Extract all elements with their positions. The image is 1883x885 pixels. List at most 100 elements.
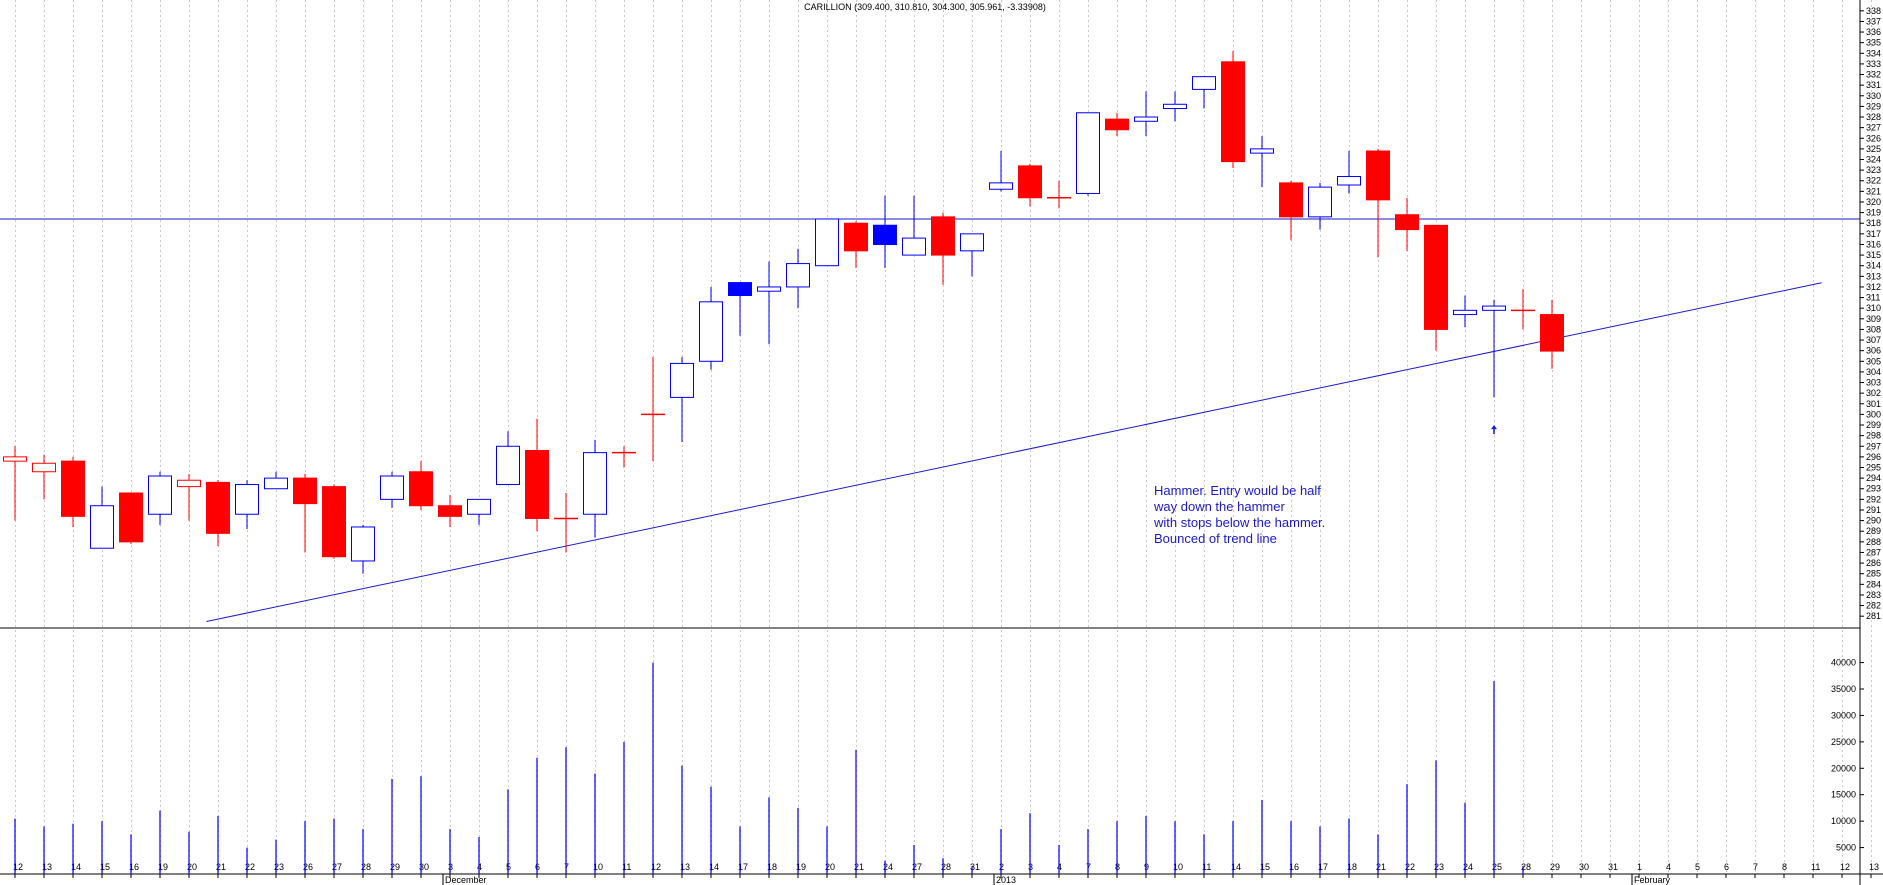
price-tick-label: 292 <box>1866 494 1881 504</box>
date-tick-label: 13 <box>1869 862 1879 872</box>
volume-tick-label: 20000 <box>1831 763 1856 773</box>
price-tick-label: 318 <box>1866 218 1881 228</box>
candle <box>467 498 491 525</box>
date-tick-label: 14 <box>71 862 81 872</box>
candle <box>148 471 172 525</box>
price-tick-label: 317 <box>1866 229 1881 239</box>
date-tick-label: 11 <box>1811 862 1820 872</box>
candle <box>1366 148 1390 258</box>
date-tick-label: 15 <box>100 862 110 872</box>
price-tick-label: 326 <box>1866 133 1881 143</box>
candle <box>525 418 549 532</box>
date-tick-label: 28 <box>941 862 951 872</box>
date-tick-label: 8 <box>1782 862 1787 872</box>
date-tick-label: 30 <box>419 862 429 872</box>
candle-body <box>1395 214 1419 231</box>
volume-tick-label: 25000 <box>1831 737 1856 747</box>
date-tick-label: 17 <box>738 862 748 872</box>
date-tick-label: 29 <box>1550 862 1560 872</box>
candle-body <box>1453 309 1477 316</box>
price-tick-label: 298 <box>1866 431 1881 441</box>
date-tick-label: 14 <box>709 862 719 872</box>
candle <box>177 473 201 521</box>
candle-body <box>1192 76 1216 90</box>
date-tick-label: 29 <box>390 862 400 872</box>
price-tick-label: 316 <box>1866 239 1881 249</box>
candle <box>1279 180 1303 241</box>
date-tick-label: 12 <box>1840 862 1850 872</box>
price-tick-label: 330 <box>1866 91 1881 101</box>
price-tick-label: 324 <box>1866 155 1881 165</box>
price-tick-label: 281 <box>1866 611 1881 621</box>
candle-body <box>409 471 433 507</box>
volume-tick-label: 15000 <box>1831 790 1856 800</box>
date-tick-label: 14 <box>1231 862 1241 872</box>
hammer-arrow <box>1491 425 1497 435</box>
annotation-line: way down the hammer <box>1153 499 1285 514</box>
date-tick-label: 21 <box>854 862 864 872</box>
date-tick-label: 20 <box>825 862 835 872</box>
price-tick-label: 336 <box>1866 27 1881 37</box>
month-label: December <box>445 875 487 885</box>
price-tick-label: 325 <box>1866 144 1881 154</box>
date-tick-label: 10 <box>1173 862 1183 872</box>
date-tick-label: 10 <box>593 862 603 872</box>
candle-body <box>699 301 723 362</box>
date-tick-label: 4 <box>1666 862 1671 872</box>
date-tick-label: 16 <box>1289 862 1299 872</box>
date-tick-label: 16 <box>129 862 139 872</box>
date-tick-label: 12 <box>13 862 23 872</box>
price-tick-label: 299 <box>1866 420 1881 430</box>
annotation-line: Hammer. Entry would be half <box>1154 483 1321 498</box>
candle-body <box>322 486 346 558</box>
candle-body <box>148 475 172 515</box>
annotation-line: Bounced of trend line <box>1154 531 1277 546</box>
price-tick-label: 289 <box>1866 526 1881 536</box>
candle-body <box>815 218 839 267</box>
candle <box>61 456 85 527</box>
candle-body <box>1482 305 1506 311</box>
price-candles <box>3 51 1564 574</box>
price-tick-label: 305 <box>1866 356 1881 366</box>
candle <box>206 480 230 547</box>
candle-body <box>960 233 984 252</box>
annotation-line: with stops below the hammer. <box>1153 515 1325 530</box>
date-tick-label: 23 <box>1434 862 1444 872</box>
candle-body <box>177 479 201 488</box>
candle-body <box>1279 182 1303 218</box>
candle-body <box>90 505 114 549</box>
candle <box>409 461 433 510</box>
price-tick-label: 319 <box>1866 208 1881 218</box>
price-tick-label: 293 <box>1866 484 1881 494</box>
candle <box>1018 163 1042 207</box>
candle-body <box>1540 314 1564 352</box>
candle <box>90 486 114 549</box>
candle <box>1250 136 1274 188</box>
candle-body <box>380 475 404 500</box>
date-tick-label: 27 <box>332 862 342 872</box>
candle-body <box>1250 148 1274 154</box>
candle-body <box>931 216 955 256</box>
candle-body <box>989 182 1013 190</box>
candle <box>380 471 404 508</box>
candle-body <box>3 456 27 462</box>
candle-body-filled <box>873 224 897 245</box>
candle-body <box>1221 61 1245 163</box>
price-tick-label: 321 <box>1866 186 1881 196</box>
candle <box>1192 76 1216 109</box>
chart-title: CARILLION (309.400, 310.810, 304.300, 30… <box>804 2 1046 12</box>
date-tick-label: 22 <box>1405 862 1415 872</box>
candle <box>786 248 810 309</box>
candle <box>1540 299 1564 369</box>
candle-body <box>583 452 607 515</box>
candle-body <box>757 286 781 292</box>
price-tick-label: 323 <box>1866 165 1881 175</box>
date-tick-label: 15 <box>1260 862 1270 872</box>
arrow-head <box>1491 425 1497 430</box>
price-tick-label: 301 <box>1866 399 1881 409</box>
date-tick-label: 5 <box>1695 862 1700 872</box>
candle-body <box>496 445 520 485</box>
date-tick-label: 31 <box>970 862 980 872</box>
